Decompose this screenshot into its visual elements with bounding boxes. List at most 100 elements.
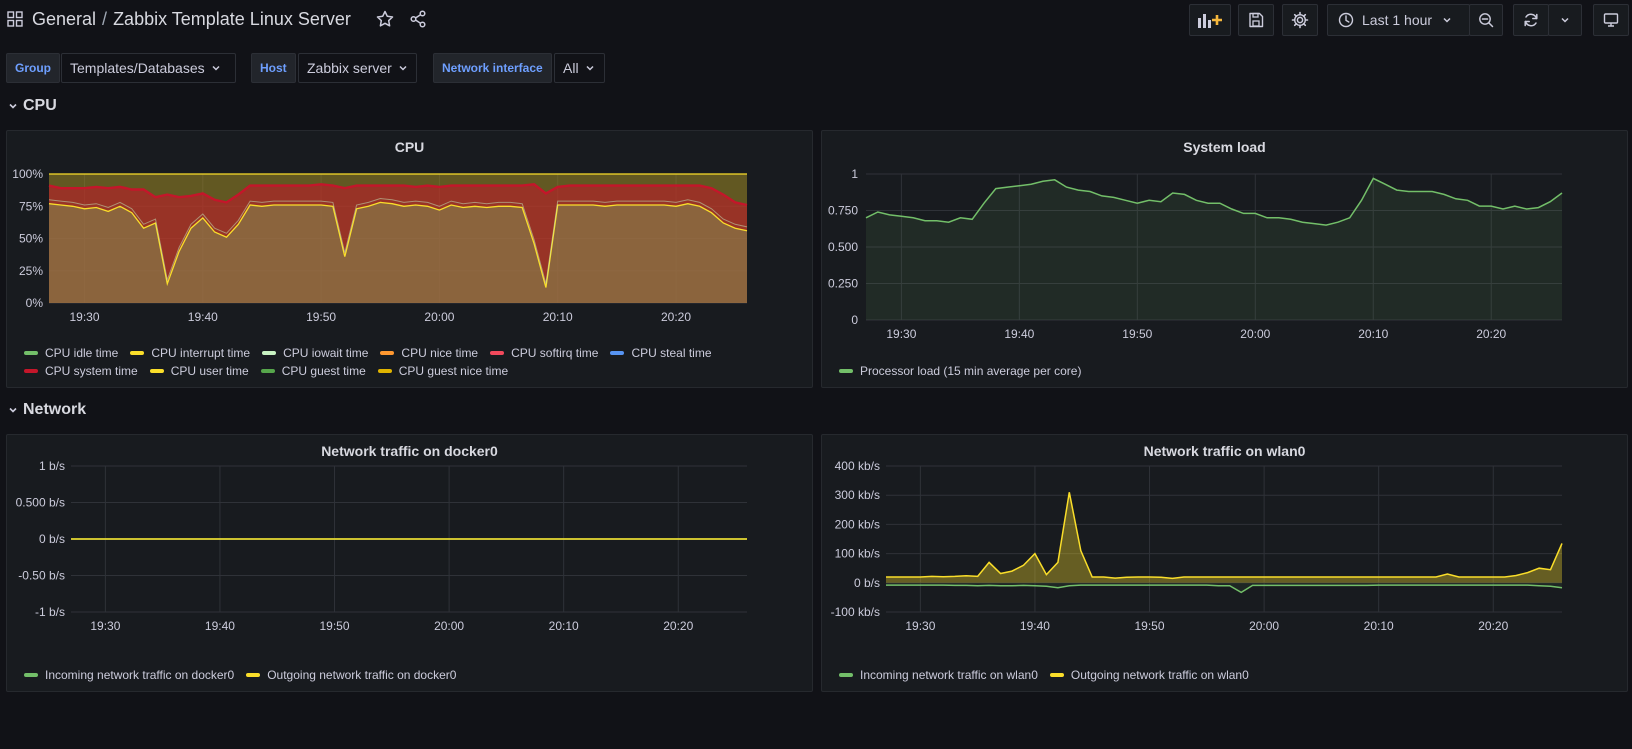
legend-label: CPU guest time — [281, 364, 366, 378]
system-load-chart: 1 0.750 0.500 0.250 0 19:30 19:40 19:50 20:00 20:… — [828, 167, 1563, 341]
variable-label-group: Group — [6, 53, 60, 83]
panel-cpu[interactable]: CPU 100% 75% 50% 25% 0% 19:30 19:40 19:50 20:00 2… — [6, 130, 813, 388]
x-tick-label: 20:00 — [434, 619, 464, 633]
y-tick-label: 100 kb/s — [835, 547, 880, 561]
legend-item[interactable]: CPU user time — [149, 362, 249, 380]
series-line — [886, 492, 1563, 580]
legend-label: Incoming network traffic on wlan0 — [860, 668, 1038, 682]
share-icon[interactable] — [408, 9, 428, 29]
legend-label: Outgoing network traffic on wlan0 — [1070, 668, 1249, 682]
legend-swatch — [377, 369, 392, 373]
save-dashboard-button[interactable] — [1238, 4, 1274, 36]
legend-label: CPU softirq time — [511, 346, 599, 360]
legend-item[interactable]: Outgoing network traffic on docker0 — [246, 666, 456, 684]
variable-select-group[interactable]: Templates/Databases — [61, 53, 236, 83]
legend: Incoming network traffic on wlan0 Outgoin… — [839, 666, 1617, 684]
zoom-out-icon — [1479, 13, 1494, 28]
legend-item[interactable]: CPU steal time — [610, 344, 712, 362]
y-tick-label: 0.750 — [828, 204, 858, 218]
panel-title: CPU — [394, 139, 425, 155]
x-tick-label: 19:40 — [1004, 327, 1034, 341]
panel-network-wlan0[interactable]: Network traffic on wlan0 400 kb/s 300 kb/… — [821, 434, 1628, 692]
dashboard-title[interactable]: Zabbix Template Linux Server — [113, 9, 351, 29]
legend-label: CPU user time — [170, 364, 249, 378]
y-tick-label: -1 b/s — [35, 605, 65, 619]
legend-label: Outgoing network traffic on docker0 — [267, 668, 457, 682]
x-tick-label: 19:40 — [1020, 619, 1050, 633]
legend-label: CPU nice time — [401, 346, 479, 360]
legend: Processor load (15 min average per core) — [839, 362, 1617, 380]
variable-select-network-interface[interactable]: All — [554, 53, 605, 83]
y-tick-label: 400 kb/s — [835, 459, 880, 473]
legend-swatch — [262, 351, 277, 355]
y-tick-label: 0.500 b/s — [16, 496, 65, 510]
y-tick-label: -100 kb/s — [831, 605, 880, 619]
star-icon[interactable] — [375, 9, 395, 29]
legend-item[interactable]: Incoming network traffic on docker0 — [24, 666, 234, 684]
y-tick-label: 1 — [851, 167, 858, 181]
panel-network-docker0[interactable]: Network traffic on docker0 1 b/s 0.500 b/… — [6, 434, 813, 692]
x-tick-label: 19:30 — [90, 619, 120, 633]
dashboards-grid-icon[interactable] — [7, 11, 23, 27]
legend-swatch — [610, 351, 625, 355]
x-tick-label: 20:20 — [1476, 327, 1506, 341]
panel-title: Network traffic on docker0 — [321, 443, 498, 459]
legend: Incoming network traffic on docker0 Outgo… — [24, 666, 802, 684]
time-picker-button[interactable]: Last 1 hour — [1327, 4, 1470, 36]
legend-swatch — [130, 351, 145, 355]
chevron-down-icon — [1561, 17, 1569, 23]
x-tick-label: 20:00 — [1240, 327, 1270, 341]
y-tick-label: 100% — [12, 167, 43, 181]
x-tick-label: 20:10 — [549, 619, 579, 633]
legend-label: CPU iowait time — [283, 346, 369, 360]
breadcrumb-folder[interactable]: General — [32, 9, 97, 29]
add-panel-button[interactable] — [1189, 4, 1231, 36]
refresh-button[interactable] — [1513, 4, 1549, 36]
x-tick-label: 19:40 — [188, 310, 218, 324]
y-tick-label: 50% — [19, 232, 43, 246]
x-tick-label: 20:10 — [1364, 619, 1394, 633]
legend-swatch — [490, 351, 505, 355]
wlan0-chart: 400 kb/s 300 kb/s 200 kb/s 100 kb/s 0 b/s -10… — [831, 459, 1563, 633]
chevron-down-icon — [1443, 17, 1451, 23]
legend-item[interactable]: CPU interrupt time — [130, 344, 250, 362]
variable-value-group: Templates/Databases — [70, 60, 205, 76]
chevron-down-icon — [399, 65, 407, 71]
legend: CPU idle time CPU interrupt time CPU iowai… — [24, 344, 802, 380]
x-tick-label: 19:30 — [69, 310, 99, 324]
row-header-cpu[interactable]: CPU — [8, 97, 57, 115]
tv-mode-button[interactable] — [1593, 4, 1629, 36]
legend-item[interactable]: CPU guest time — [260, 362, 366, 380]
x-tick-label: 20:00 — [1249, 619, 1279, 633]
legend-item[interactable]: CPU nice time — [380, 344, 478, 362]
zoom-out-button[interactable] — [1469, 4, 1503, 36]
legend-item[interactable]: Processor load (15 min average per core) — [839, 362, 1081, 380]
legend-label: CPU system time — [45, 364, 138, 378]
legend-item[interactable]: CPU iowait time — [262, 344, 368, 362]
breadcrumb: General / Zabbix Template Linux Server — [32, 9, 351, 30]
legend-item[interactable]: CPU guest nice time — [377, 362, 509, 380]
legend-label: CPU guest nice time — [398, 364, 509, 378]
legend-item[interactable]: Outgoing network traffic on wlan0 — [1049, 666, 1249, 684]
legend-swatch — [149, 369, 164, 373]
x-tick-label: 20:10 — [543, 310, 573, 324]
panel-system-load[interactable]: System load 1 0.750 0.500 0.250 0 19:30 19:40 1… — [821, 130, 1628, 388]
x-tick-label: 20:00 — [424, 310, 454, 324]
series-line — [48, 201, 748, 288]
dashboard-settings-button[interactable] — [1282, 4, 1318, 36]
legend-item[interactable]: CPU softirq time — [490, 344, 598, 362]
legend-swatch — [380, 351, 395, 355]
legend-item[interactable]: CPU idle time — [24, 344, 118, 362]
series-line — [865, 177, 1563, 226]
variable-label-host: Host — [251, 53, 296, 83]
legend-item[interactable]: CPU system time — [24, 362, 138, 380]
legend-label: CPU interrupt time — [151, 346, 251, 360]
row-header-network[interactable]: Network — [8, 401, 86, 419]
legend-swatch — [24, 673, 38, 677]
variable-select-host[interactable]: Zabbix server — [298, 53, 417, 83]
series-line — [886, 584, 1563, 594]
refresh-interval-dropdown[interactable] — [1548, 4, 1582, 36]
x-tick-label: 20:20 — [1478, 619, 1508, 633]
variable-label-network-interface: Network interface — [433, 53, 552, 83]
legend-item[interactable]: Incoming network traffic on wlan0 — [839, 666, 1038, 684]
